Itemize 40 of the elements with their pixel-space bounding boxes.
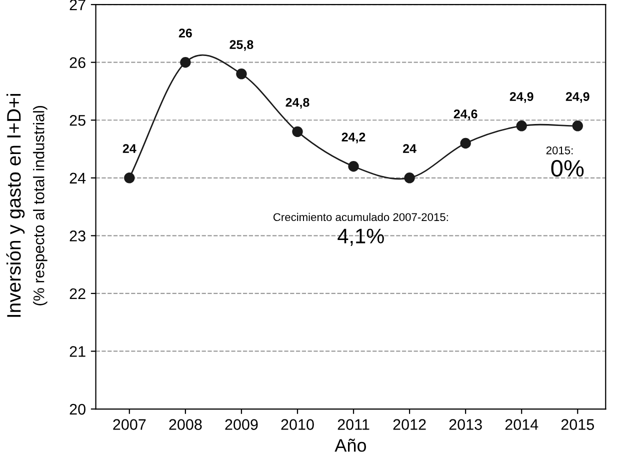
x-tick-label: 2007 <box>113 419 146 430</box>
point <box>572 120 583 132</box>
data-label: 25,8 <box>230 40 254 51</box>
annotation: Crecimiento acumulado 2007-2015: <box>273 212 448 222</box>
point <box>348 160 359 172</box>
y-tick-label: 25 <box>70 114 86 126</box>
x-tick-label: 2012 <box>393 419 426 430</box>
x-tick-label: 2010 <box>281 419 314 430</box>
y-tick-label: 21 <box>70 346 86 357</box>
y-axis-title: Inversión y gasto en I+D+i (% respecto al total industrial) <box>6 94 48 317</box>
point <box>404 172 415 184</box>
x-tick-label: 2011 <box>338 419 370 430</box>
y-tick-label: 20 <box>70 404 86 415</box>
x-tick-label: 2015 <box>561 419 594 430</box>
data-label: 24 <box>403 144 416 153</box>
x-tick-label: 2013 <box>449 419 482 430</box>
point <box>292 126 303 138</box>
x-tick-label: 2008 <box>169 419 202 430</box>
y-tick-label: 24 <box>70 172 86 184</box>
annotation: 4,1% <box>338 228 384 246</box>
annotation: 2015: <box>546 146 573 154</box>
point <box>124 172 135 184</box>
x-tick-label: 2014 <box>505 419 538 430</box>
x-axis-title: Año <box>334 438 366 452</box>
data-label: 24,9 <box>510 92 534 103</box>
x-tick-label: 2009 <box>225 419 258 430</box>
y-tick-label: 26 <box>70 57 86 68</box>
data-label: 24,2 <box>342 132 366 144</box>
data-label: 24,8 <box>286 98 310 109</box>
data-label: 24 <box>122 144 136 153</box>
point <box>180 56 191 68</box>
annotation: 0% <box>551 160 584 177</box>
point <box>516 120 527 132</box>
data-label: 26 <box>178 28 192 38</box>
point <box>236 68 247 80</box>
data-label: 24,6 <box>454 110 478 120</box>
y-tick-label: 22 <box>70 288 86 299</box>
y-tick-label: 23 <box>70 230 86 242</box>
point <box>460 138 471 149</box>
data-label: 24,9 <box>566 92 590 103</box>
